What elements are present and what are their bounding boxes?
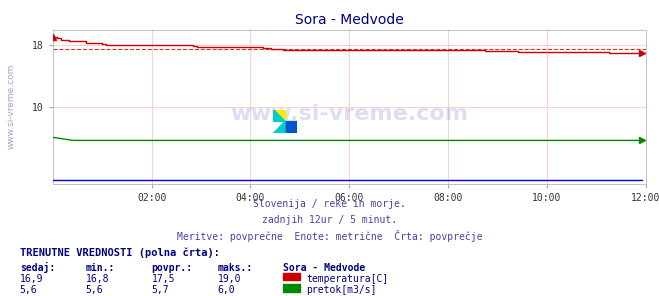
Text: 5,6: 5,6 [20, 285, 38, 295]
Title: Sora - Medvode: Sora - Medvode [295, 13, 404, 27]
Text: TRENUTNE VREDNOSTI (polna črta):: TRENUTNE VREDNOSTI (polna črta): [20, 247, 219, 258]
Text: 17,5: 17,5 [152, 274, 175, 284]
Text: min.:: min.: [86, 263, 115, 273]
Text: 19,0: 19,0 [217, 274, 241, 284]
Polygon shape [273, 110, 285, 121]
Text: Sora - Medvode: Sora - Medvode [283, 263, 366, 273]
Text: pretok[m3/s]: pretok[m3/s] [306, 285, 377, 295]
Text: maks.:: maks.: [217, 263, 252, 273]
Text: 5,6: 5,6 [86, 285, 103, 295]
Text: 16,8: 16,8 [86, 274, 109, 284]
Text: 6,0: 6,0 [217, 285, 235, 295]
Text: zadnjih 12ur / 5 minut.: zadnjih 12ur / 5 minut. [262, 215, 397, 226]
Text: Slovenija / reke in morje.: Slovenija / reke in morje. [253, 199, 406, 209]
Text: www.si-vreme.com: www.si-vreme.com [230, 104, 469, 124]
Text: temperatura[C]: temperatura[C] [306, 274, 389, 284]
Text: povpr.:: povpr.: [152, 263, 192, 273]
Text: Meritve: povprečne  Enote: metrične  Črta: povprečje: Meritve: povprečne Enote: metrične Črta:… [177, 230, 482, 242]
Text: sedaj:: sedaj: [20, 262, 55, 273]
Bar [273, 110, 285, 121]
Text: 16,9: 16,9 [20, 274, 43, 284]
Polygon shape [273, 121, 285, 133]
Bar [285, 121, 297, 133]
Text: 5,7: 5,7 [152, 285, 169, 295]
Text: www.si-vreme.com: www.si-vreme.com [7, 64, 16, 149]
